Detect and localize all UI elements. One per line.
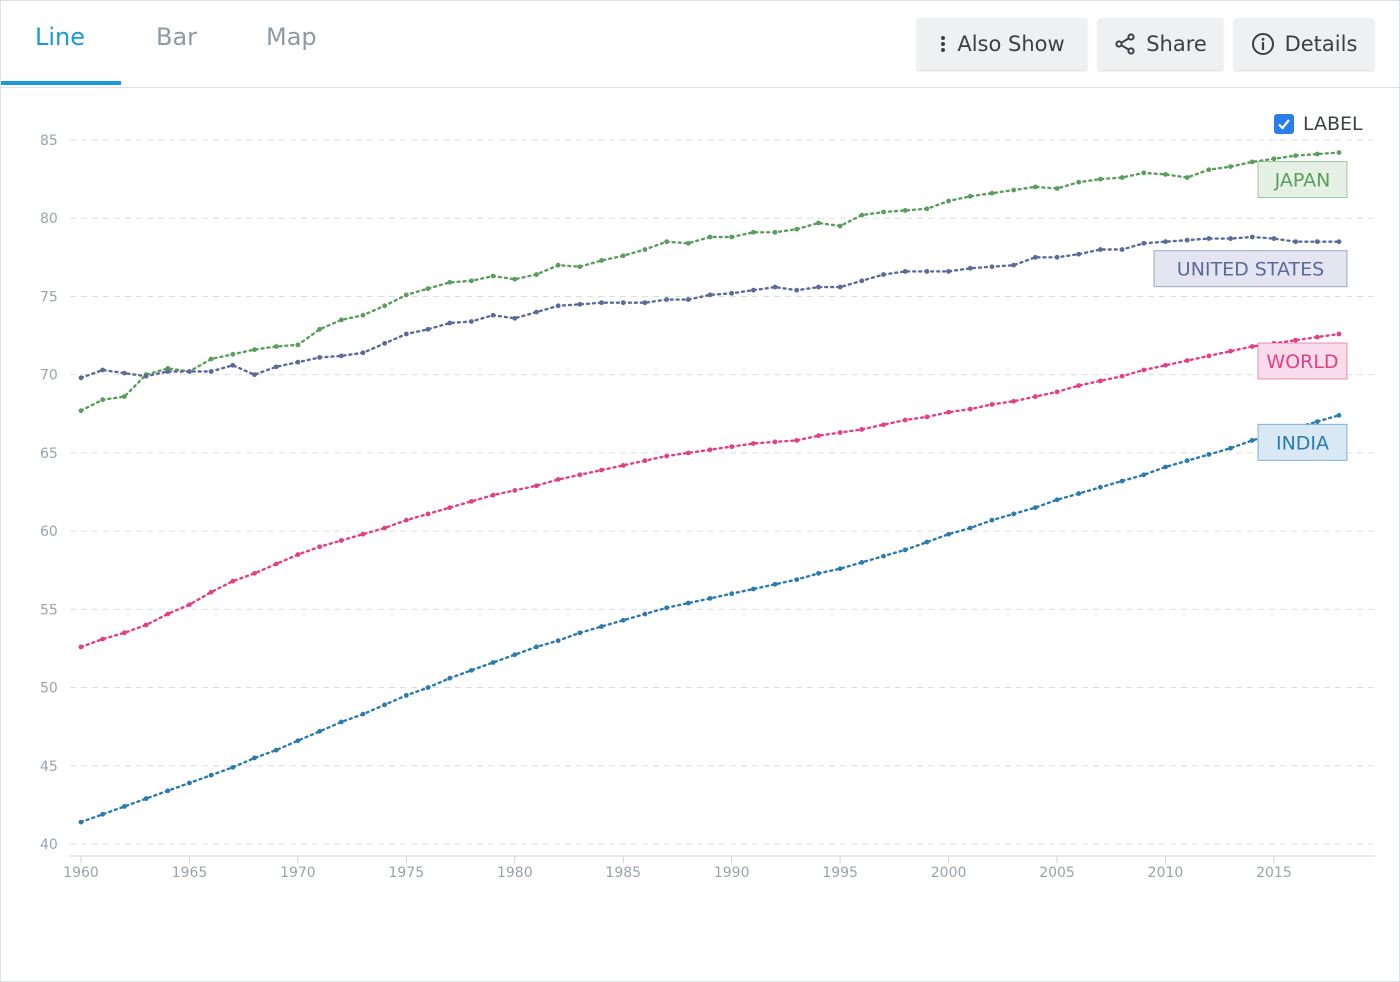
info-icon — [1251, 32, 1275, 56]
tab-bar-chart[interactable]: Bar — [156, 23, 198, 51]
label-toggle[interactable]: LABEL — [1274, 113, 1363, 135]
also-show-label: Also Show — [957, 32, 1065, 56]
tab-map[interactable]: Map — [266, 23, 317, 51]
details-button[interactable]: Details — [1234, 18, 1374, 70]
share-icon — [1114, 33, 1136, 55]
details-label: Details — [1284, 32, 1358, 56]
active-tab-indicator — [1, 81, 121, 85]
vertical-dots-icon — [939, 34, 947, 54]
share-label: Share — [1146, 32, 1207, 56]
tab-bar: Line Bar Map Also Show — [1, 1, 1399, 88]
tab-line[interactable]: Line — [35, 23, 86, 51]
share-button[interactable]: Share — [1098, 18, 1223, 70]
label-checkbox[interactable] — [1274, 114, 1294, 134]
label-toggle-text: LABEL — [1303, 113, 1363, 135]
also-show-button[interactable]: Also Show — [917, 18, 1087, 70]
